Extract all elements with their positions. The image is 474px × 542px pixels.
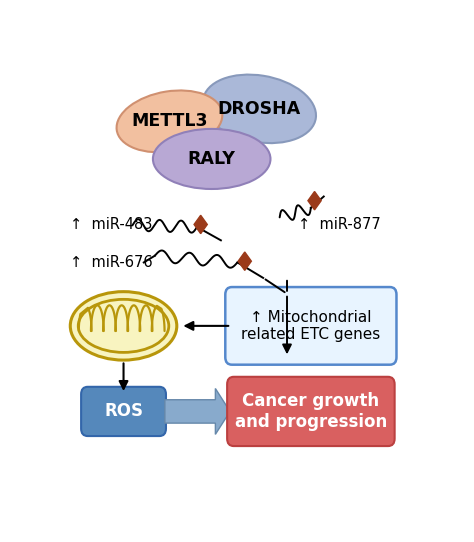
Polygon shape bbox=[165, 389, 230, 434]
FancyBboxPatch shape bbox=[81, 387, 166, 436]
Text: ↑  miR-483: ↑ miR-483 bbox=[70, 217, 153, 232]
Text: RALY: RALY bbox=[188, 150, 236, 168]
Ellipse shape bbox=[117, 91, 222, 152]
FancyBboxPatch shape bbox=[227, 377, 395, 446]
FancyBboxPatch shape bbox=[225, 287, 396, 365]
Ellipse shape bbox=[70, 292, 177, 360]
Text: METTL3: METTL3 bbox=[131, 112, 208, 131]
Polygon shape bbox=[194, 215, 207, 234]
Text: ↑  miR-877: ↑ miR-877 bbox=[298, 217, 381, 232]
Polygon shape bbox=[308, 191, 321, 210]
Ellipse shape bbox=[203, 75, 316, 143]
Text: ROS: ROS bbox=[104, 402, 143, 421]
Text: ↑ Mitochondrial
related ETC genes: ↑ Mitochondrial related ETC genes bbox=[241, 309, 381, 342]
Text: Cancer growth
and progression: Cancer growth and progression bbox=[235, 392, 387, 431]
Text: ↑  miR-676: ↑ miR-676 bbox=[70, 255, 153, 269]
Polygon shape bbox=[238, 252, 251, 270]
Text: DROSHA: DROSHA bbox=[218, 100, 301, 118]
Ellipse shape bbox=[153, 129, 271, 189]
